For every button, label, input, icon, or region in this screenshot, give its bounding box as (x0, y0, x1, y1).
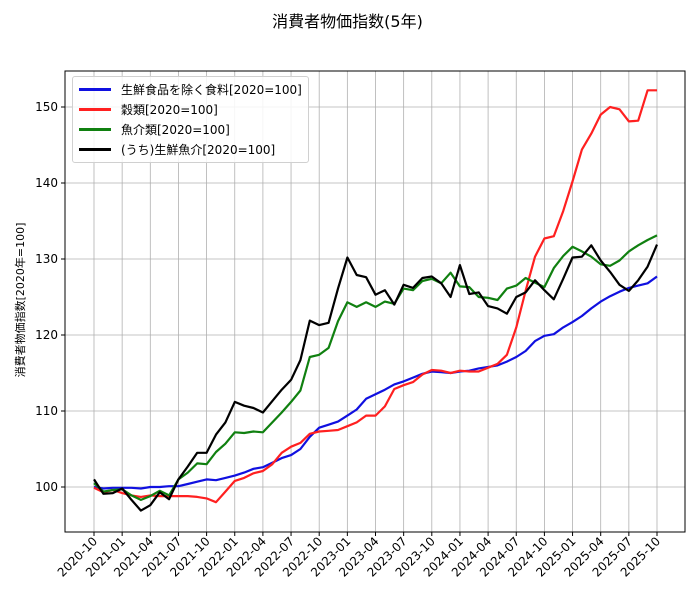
legend-swatch-blue (79, 87, 111, 91)
series-line-0 (93, 275, 658, 490)
series-line-2 (93, 234, 658, 501)
legend-swatch-black (79, 147, 111, 151)
legend-label: 生鮮食品を除く食料[2020=100] (121, 82, 302, 97)
y-tick-label: 140 (35, 176, 58, 190)
y-axis-label: 消費者物価指数[2020年=100] (14, 222, 27, 378)
y-tick-label: 100 (35, 480, 58, 494)
y-axis-ticks: 100 110 120 130 140 150 (35, 100, 65, 494)
legend-item-food-excl-fresh: 生鮮食品を除く食料[2020=100] (79, 79, 302, 99)
legend-item-cereals: 穀類[2020=100] (79, 99, 302, 119)
legend-label: (うち)生鮮魚介[2020=100] (121, 142, 276, 157)
legend-swatch-green (79, 127, 111, 131)
y-tick-label: 120 (35, 328, 58, 342)
y-tick-label: 110 (35, 404, 58, 418)
data-lines (93, 89, 659, 512)
legend-swatch-red (79, 107, 111, 111)
series-line-3 (93, 244, 659, 512)
y-tick-label: 130 (35, 252, 58, 266)
legend-item-fresh-fish: (うち)生鮮魚介[2020=100] (79, 139, 302, 159)
legend: 生鮮食品を除く食料[2020=100] 穀類[2020=100] 魚介類[202… (72, 76, 309, 163)
y-tick-label: 150 (35, 100, 58, 114)
legend-label: 穀類[2020=100] (121, 102, 218, 117)
legend-label: 魚介類[2020=100] (121, 122, 230, 137)
x-axis-ticks: 2020-102021-012021-042021-072021-102022-… (55, 532, 663, 580)
series-line-1 (93, 89, 657, 504)
legend-item-fish-seafood: 魚介類[2020=100] (79, 119, 302, 139)
chart-title: 消費者物価指数(5年) (272, 12, 423, 31)
